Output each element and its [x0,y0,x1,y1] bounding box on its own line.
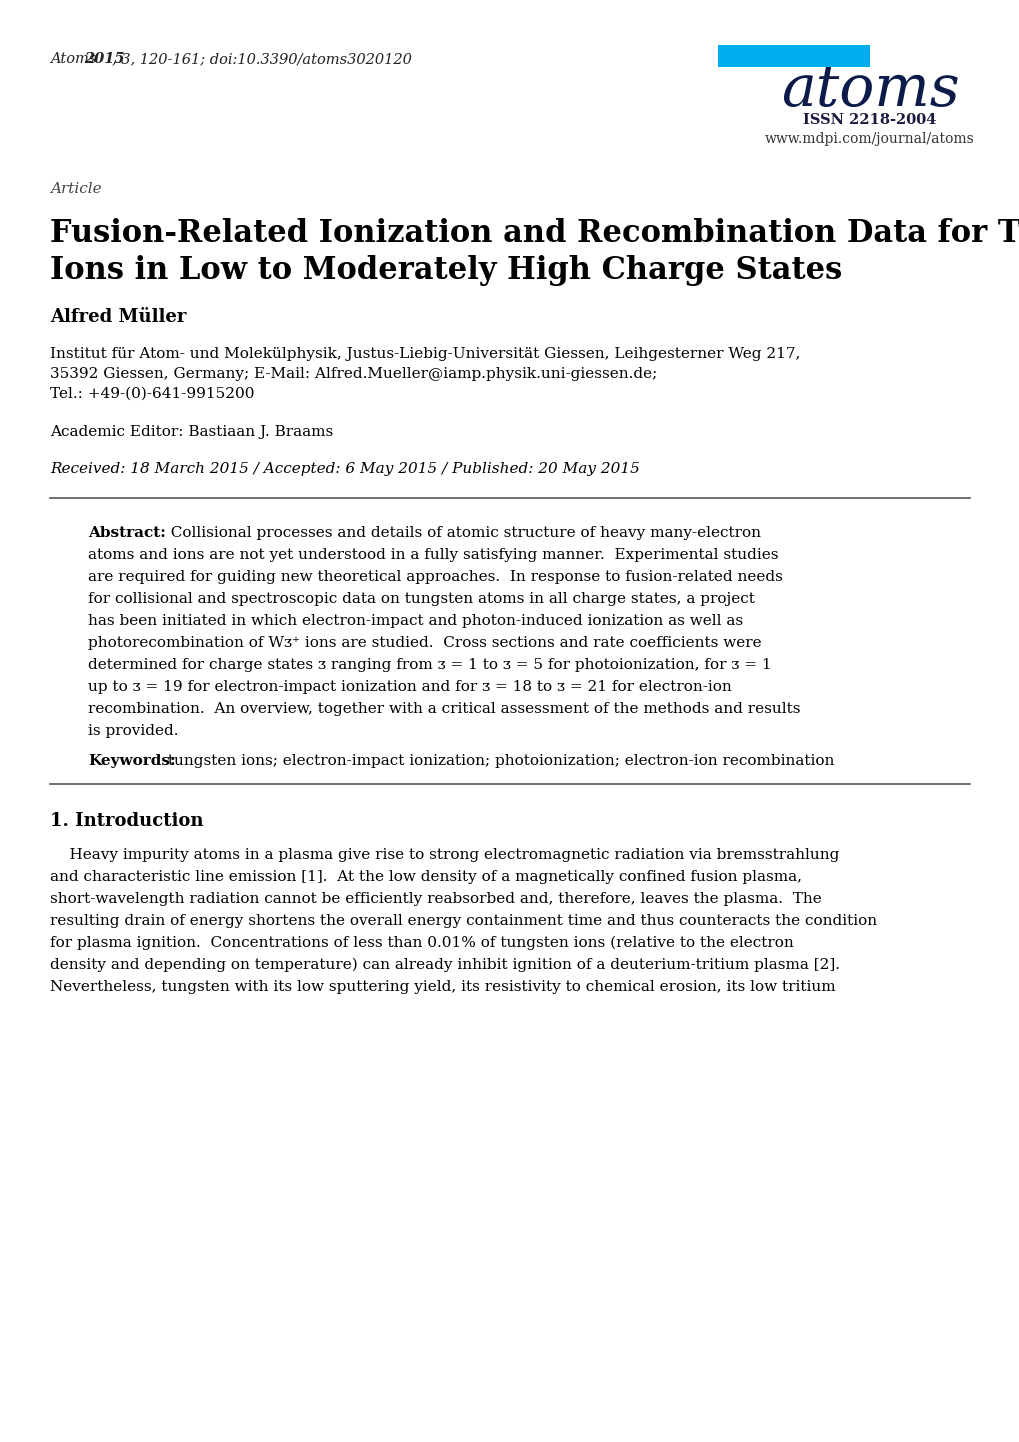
Text: Alfred Müller: Alfred Müller [50,309,186,326]
Text: tungsten ions; electron-impact ionization; photoionization; electron-ion recombi: tungsten ions; electron-impact ionizatio… [163,754,834,769]
Text: Institut für Atom- und Molekülphysik, Justus-Liebig-Universität Giessen, Leihges: Institut für Atom- und Molekülphysik, Ju… [50,348,800,360]
Text: Keywords:: Keywords: [88,754,175,769]
Text: Abstract:: Abstract: [88,526,166,539]
Text: Heavy impurity atoms in a plasma give rise to strong electromagnetic radiation v: Heavy impurity atoms in a plasma give ri… [50,848,839,862]
Text: are required for guiding new theoretical approaches.  In response to fusion-rela: are required for guiding new theoretical… [88,570,783,584]
Text: is provided.: is provided. [88,724,178,738]
Text: Atoms: Atoms [50,52,101,66]
Text: density and depending on temperature) can already inhibit ignition of a deuteriu: density and depending on temperature) ca… [50,957,840,972]
Text: Nevertheless, tungsten with its low sputtering yield, its resistivity to chemica: Nevertheless, tungsten with its low sput… [50,981,835,994]
Text: Article: Article [50,182,102,196]
Text: for collisional and spectroscopic data on tungsten atoms in all charge states, a: for collisional and spectroscopic data o… [88,593,754,606]
Text: atoms and ions are not yet understood in a fully satisfying manner.  Experimenta: atoms and ions are not yet understood in… [88,548,777,562]
Text: Received: 18 March 2015 / Accepted: 6 May 2015 / Published: 20 May 2015: Received: 18 March 2015 / Accepted: 6 Ma… [50,461,639,476]
Text: up to ᴣ = 19 for electron-impact ionization and for ᴣ = 18 to ᴣ = 21 for electro: up to ᴣ = 19 for electron-impact ionizat… [88,681,731,694]
Text: photorecombination of Wᴣ⁺ ions are studied.  Cross sections and rate coefficient: photorecombination of Wᴣ⁺ ions are studi… [88,636,761,650]
Text: recombination.  An overview, together with a critical assessment of the methods : recombination. An overview, together wit… [88,702,800,717]
Text: determined for charge states ᴣ ranging from ᴣ = 1 to ᴣ = 5 for photoionization, : determined for charge states ᴣ ranging f… [88,658,770,672]
Text: ISSN 2218-2004: ISSN 2218-2004 [803,112,935,127]
Text: has been initiated in which electron-impact and photon-induced ionization as wel: has been initiated in which electron-imp… [88,614,743,629]
Text: and characteristic line emission [1].  At the low density of a magnetically conf: and characteristic line emission [1]. At… [50,870,801,884]
Text: resulting drain of energy shortens the overall energy containment time and thus : resulting drain of energy shortens the o… [50,914,876,929]
Text: short-wavelength radiation cannot be efficiently reabsorbed and, therefore, leav: short-wavelength radiation cannot be eff… [50,893,821,906]
Text: 2015: 2015 [84,52,124,66]
Text: , 3, 120-161; doi:10.3390/atoms3020120: , 3, 120-161; doi:10.3390/atoms3020120 [112,52,412,66]
Text: Ions in Low to Moderately High Charge States: Ions in Low to Moderately High Charge St… [50,255,842,286]
Text: Tel.: +49-(0)-641-9915200: Tel.: +49-(0)-641-9915200 [50,386,255,401]
Text: Academic Editor: Bastiaan J. Braams: Academic Editor: Bastiaan J. Braams [50,425,333,438]
Text: for plasma ignition.  Concentrations of less than 0.01% of tungsten ions (relati: for plasma ignition. Concentrations of l… [50,936,793,950]
Text: OPEN ACCESS: OPEN ACCESS [747,50,839,63]
Text: 1. Introduction: 1. Introduction [50,812,204,831]
FancyBboxPatch shape [717,45,869,66]
Text: Fusion-Related Ionization and Recombination Data for Tungsten: Fusion-Related Ionization and Recombinat… [50,218,1019,249]
Text: www.mdpi.com/journal/atoms: www.mdpi.com/journal/atoms [764,133,974,146]
Text: 35392 Giessen, Germany; E-Mail: Alfred.Mueller@iamp.physik.uni-giessen.de;: 35392 Giessen, Germany; E-Mail: Alfred.M… [50,368,656,381]
Text: Collisional processes and details of atomic structure of heavy many-electron: Collisional processes and details of ato… [161,526,760,539]
Text: atoms: atoms [780,62,959,118]
